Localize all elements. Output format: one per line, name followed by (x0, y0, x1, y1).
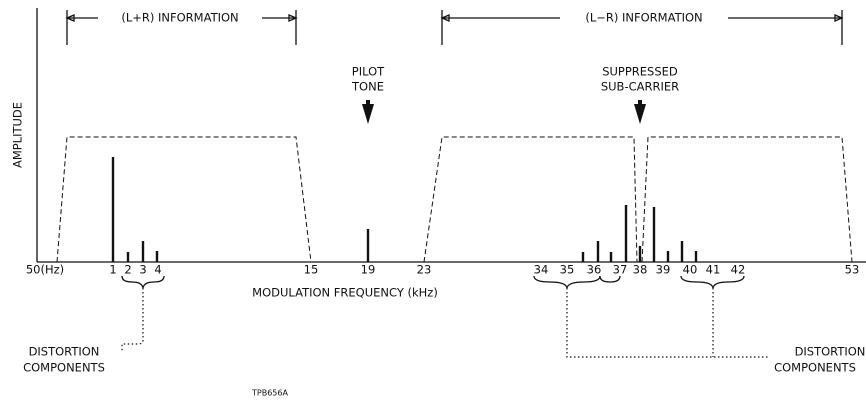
x-tick-label: 23 (417, 263, 432, 277)
lr-diff-label: (L−R) INFORMATION (585, 11, 702, 25)
x-tick-label: 35 (560, 263, 575, 277)
x-tick-label: 53 (845, 263, 860, 277)
lr-diff-envelope (423, 136, 853, 263)
x-tick-label: 1 (109, 263, 116, 277)
leader (121, 288, 144, 352)
distortion-label: DISTORTION (795, 345, 866, 359)
distortion-label: COMPONENTS (23, 361, 105, 375)
lr-sum-label: (L+R) INFORMATION (121, 11, 238, 25)
carrier-arrow (634, 100, 646, 124)
carrier-label: SUPPRESSED (602, 65, 678, 79)
x-tick-label: 36 (587, 263, 602, 277)
lr-diff-bracket (440, 10, 844, 45)
x-tick-label: 40 (683, 263, 698, 277)
x-tick-label: 34 (534, 263, 549, 277)
figure-id: TPB656A (251, 389, 288, 398)
pilot-arrow (362, 100, 374, 124)
x-tick-label: 37 (613, 263, 628, 277)
x-tick-label: 15 (304, 263, 319, 277)
x-tick-label: 38 (633, 263, 648, 277)
x-tick-label: 42 (731, 263, 746, 277)
pilot-label: TONE (351, 80, 384, 94)
carrier-label: SUB-CARRIER (601, 80, 679, 94)
distortion-label: COMPONENTS (774, 361, 856, 375)
lr-sum-bracket (65, 10, 298, 45)
x-tick-label: 41 (706, 263, 721, 277)
x-axis-label: MODULATION FREQUENCY (kHz) (252, 286, 438, 300)
brace (533, 275, 601, 289)
x-tick-label: 50(Hz) (26, 263, 64, 277)
y-axis-label: AMPLITUDE (11, 102, 25, 168)
x-tick-label: 2 (124, 263, 131, 277)
distortion-label: DISTORTION (29, 345, 100, 359)
x-tick-label: 39 (656, 263, 671, 277)
lr-sum-envelope (56, 136, 312, 263)
brace (599, 275, 621, 283)
x-tick-label: 3 (139, 263, 146, 277)
x-tick-label: 4 (154, 263, 161, 277)
leader (566, 288, 770, 358)
brace (680, 275, 745, 289)
pilot-label: PILOT (352, 65, 385, 79)
spectral-lines (111, 157, 698, 262)
brace (121, 275, 165, 289)
x-tick-label: 19 (361, 263, 376, 277)
